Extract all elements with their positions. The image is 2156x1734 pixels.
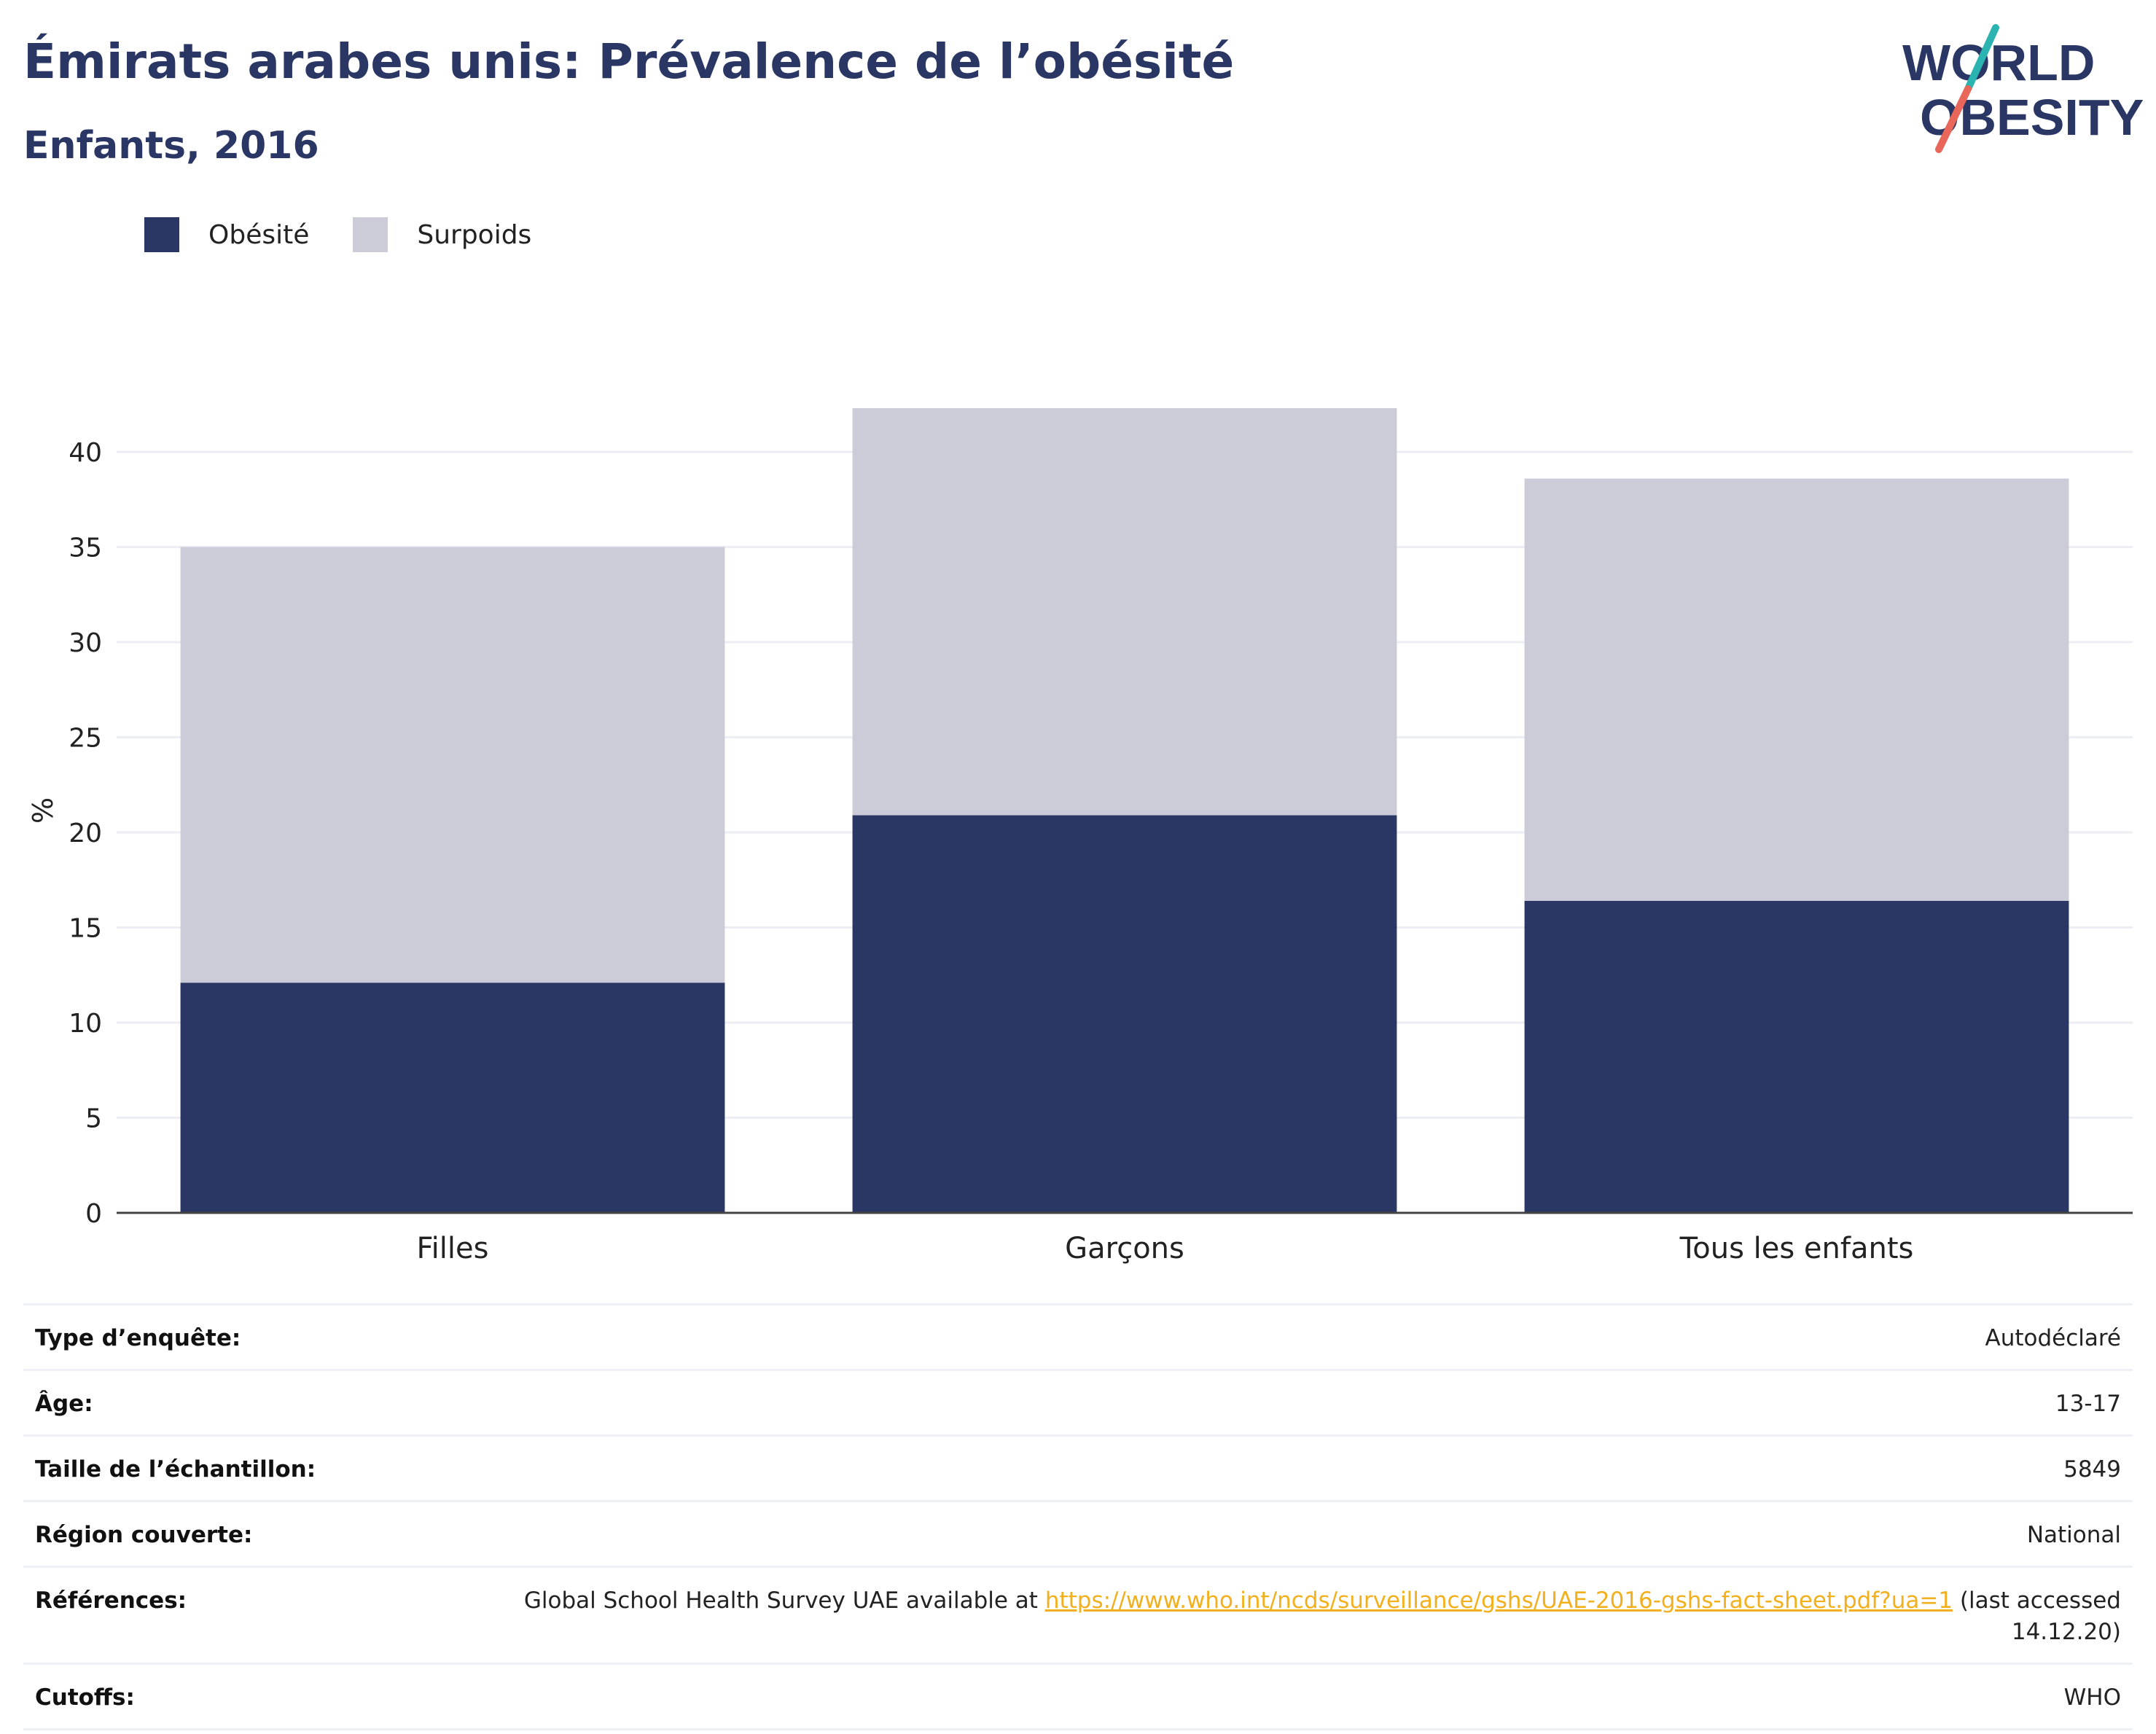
meta-label: Âge: xyxy=(35,1391,93,1417)
y-tick-label: 20 xyxy=(69,819,102,848)
legend-swatch-obesity xyxy=(144,217,179,252)
meta-row-cutoffs: Cutoffs: WHO xyxy=(23,1663,2133,1730)
meta-value: Autodéclaré xyxy=(1985,1325,2121,1351)
meta-row-sample-size: Taille de l’échantillon: 5849 xyxy=(23,1434,2133,1500)
legend-label-obesity: Obésité xyxy=(208,219,310,250)
legend-label-overweight: Surpoids xyxy=(417,219,532,250)
bar-overweight-2 xyxy=(1524,478,2069,901)
reference-access-note: (last accessed 14.12.20) xyxy=(1953,1587,2121,1645)
bar-obesity-1 xyxy=(852,815,1397,1213)
y-axis-label: % xyxy=(27,797,59,824)
y-tick-label: 40 xyxy=(69,438,102,468)
y-tick-label: 30 xyxy=(69,628,102,658)
y-tick-label: 10 xyxy=(69,1009,102,1039)
y-tick-label: 15 xyxy=(69,914,102,944)
x-tick-label: Tous les enfants xyxy=(1679,1232,1914,1265)
bar-overweight-1 xyxy=(852,408,1397,816)
logo-line-1: WORLD xyxy=(1902,34,2095,91)
chart-title: Émirats arabes unis: Prévalence de l’obé… xyxy=(23,34,1235,90)
world-obesity-logo: WORLD OBESITY xyxy=(1902,24,2143,153)
meta-label: Cutoffs: xyxy=(35,1684,135,1711)
meta-label: Type d’enquête: xyxy=(35,1325,241,1351)
x-tick-label: Filles xyxy=(417,1232,489,1265)
meta-label: Références: xyxy=(35,1587,187,1614)
reference-text: Global School Health Survey UAE availabl… xyxy=(523,1587,1045,1614)
meta-label: Région couverte: xyxy=(35,1522,253,1548)
meta-row-age: Âge: 13-17 xyxy=(23,1369,2133,1434)
meta-row-survey-type: Type d’enquête: Autodéclaré xyxy=(23,1303,2133,1369)
legend: Obésité Surpoids xyxy=(144,217,575,252)
meta-value: 13-17 xyxy=(2055,1391,2121,1417)
meta-value: Global School Health Survey UAE availabl… xyxy=(517,1585,2121,1648)
bar-obesity-2 xyxy=(1524,900,2069,1213)
meta-row-references: Références: Global School Health Survey … xyxy=(23,1566,2133,1663)
y-tick-label: 25 xyxy=(69,724,102,754)
y-tick-label: 5 xyxy=(85,1104,102,1134)
meta-value: WHO xyxy=(2063,1684,2121,1711)
survey-info-table: Type d’enquête: Autodéclaré Âge: 13-17 T… xyxy=(23,1303,2133,1730)
bar-obesity-0 xyxy=(180,983,725,1213)
chart-subtitle: Enfants, 2016 xyxy=(23,124,319,168)
y-tick-label: 35 xyxy=(69,534,102,563)
legend-swatch-overweight xyxy=(353,217,388,252)
reference-link[interactable]: https://www.who.int/ncds/surveillance/gs… xyxy=(1044,1587,1953,1614)
meta-label: Taille de l’échantillon: xyxy=(35,1456,316,1483)
stacked-bar-chart: 0 5 10 15 20 25 30 35 40% Filles Garçons Tous les e… xyxy=(27,408,2133,1265)
bar-overweight-0 xyxy=(180,547,725,983)
meta-value: National xyxy=(2026,1522,2121,1548)
meta-row-region: Région couverte: National xyxy=(23,1500,2133,1566)
y-tick-label: 0 xyxy=(85,1199,102,1229)
meta-value: 5849 xyxy=(2063,1456,2121,1483)
x-tick-label: Garçons xyxy=(1065,1232,1184,1265)
